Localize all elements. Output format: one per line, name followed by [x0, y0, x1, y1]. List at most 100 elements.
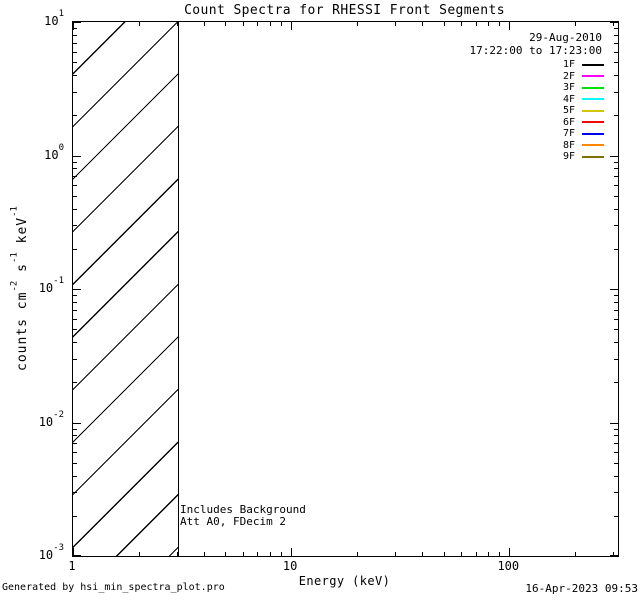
y-minor-tick	[73, 515, 77, 517]
y-minor-tick	[73, 382, 77, 384]
legend-entry-1f: 1F	[563, 59, 604, 71]
x-minor-tick	[356, 22, 358, 26]
legend-entry-label: 8F	[562, 139, 575, 151]
y-minor-tick	[614, 428, 618, 430]
legend-entry-label: 5F	[562, 105, 575, 117]
y-minor-tick	[614, 318, 618, 320]
y-minor-tick	[614, 176, 618, 178]
y-minor-tick	[73, 176, 77, 178]
footer-generator-note: Generated by hsi_min_spectra_plot.pro	[2, 582, 225, 593]
y-tick-label: 100	[44, 142, 64, 162]
y-minor-tick	[614, 301, 618, 303]
x-major-tick	[509, 548, 511, 556]
x-minor-tick	[270, 552, 271, 556]
x-minor-tick	[395, 22, 397, 26]
x-minor-tick	[257, 552, 259, 556]
y-minor-tick	[614, 358, 618, 360]
x-major-tick	[73, 548, 74, 556]
legend-entry-4f: 4F	[563, 94, 604, 106]
footer-timestamp: 16-Apr-2023 09:53	[525, 582, 638, 595]
x-major-tick	[73, 22, 74, 30]
x-major-tick	[291, 22, 293, 30]
x-minor-tick	[242, 22, 244, 26]
y-minor-tick	[73, 462, 77, 464]
x-minor-tick	[613, 552, 615, 556]
x-minor-tick	[177, 552, 179, 556]
legend-color-line	[582, 121, 604, 124]
x-minor-tick	[242, 552, 244, 556]
x-minor-tick	[613, 22, 615, 26]
x-minor-tick	[488, 22, 490, 26]
legend-entry-2f: 2F	[563, 71, 604, 83]
y-minor-tick	[614, 208, 618, 210]
y-minor-tick	[614, 515, 618, 517]
legend-entry-label: 6F	[562, 116, 575, 128]
y-minor-tick	[614, 382, 618, 384]
y-minor-tick	[614, 75, 618, 77]
plot-area: Includes Background Att A0, FDecim 2	[72, 21, 619, 557]
y-minor-tick	[73, 34, 77, 36]
x-tick-label: 10	[282, 559, 298, 573]
y-minor-tick	[73, 51, 77, 53]
y-major-tick	[610, 22, 618, 23]
y-tick-label: 10-3	[38, 543, 64, 562]
y-minor-tick	[73, 358, 77, 360]
y-minor-tick	[614, 34, 618, 36]
y-minor-tick	[73, 443, 77, 445]
y-major-tick	[610, 555, 618, 556]
y-minor-tick	[73, 168, 77, 170]
y-minor-tick	[73, 428, 77, 430]
y-minor-tick	[73, 225, 77, 227]
annotation-includes-background: Includes Background	[180, 503, 306, 516]
legend-color-line	[582, 63, 604, 66]
x-minor-tick	[443, 22, 445, 26]
y-minor-tick	[614, 248, 618, 250]
y-minor-tick	[73, 329, 77, 331]
y-minor-tick	[614, 51, 618, 53]
legend-color-line	[582, 98, 604, 101]
x-minor-tick	[281, 552, 283, 556]
x-minor-tick	[443, 552, 445, 556]
x-minor-tick	[204, 22, 206, 26]
y-minor-tick	[614, 185, 618, 187]
legend-entry-7f: 7F	[563, 128, 604, 140]
y-minor-tick	[73, 309, 77, 311]
x-minor-tick	[270, 22, 271, 26]
x-minor-tick	[395, 552, 397, 556]
legend-entry-label: 3F	[562, 82, 575, 94]
x-minor-tick	[225, 22, 227, 26]
legend-color-line	[582, 155, 604, 158]
x-minor-tick	[422, 22, 424, 26]
y-minor-tick	[73, 161, 77, 163]
y-minor-tick	[614, 295, 618, 297]
legend-entry-label: 4F	[562, 93, 575, 105]
plot-annotations: Includes Background Att A0, FDecim 2	[180, 504, 306, 527]
y-tick-label: 10-2	[38, 409, 64, 429]
y-minor-tick	[614, 42, 618, 44]
y-minor-tick	[614, 475, 618, 477]
y-minor-tick	[73, 301, 77, 303]
x-minor-tick	[177, 22, 179, 26]
y-minor-tick	[73, 492, 77, 494]
y-minor-tick	[614, 329, 618, 331]
x-minor-tick	[257, 22, 259, 26]
x-minor-tick	[499, 552, 501, 556]
legend-color-line	[582, 132, 604, 135]
y-minor-tick	[614, 161, 618, 163]
y-minor-tick	[73, 28, 77, 30]
y-minor-tick	[614, 462, 618, 464]
x-minor-tick	[204, 552, 206, 556]
y-minor-tick	[614, 91, 618, 93]
y-minor-tick	[73, 195, 77, 197]
legend-color-line	[582, 75, 604, 78]
x-minor-tick	[460, 22, 462, 26]
x-minor-tick	[281, 22, 283, 26]
x-minor-tick	[475, 22, 477, 26]
x-major-tick	[509, 22, 511, 30]
y-minor-tick	[614, 168, 618, 170]
y-minor-tick	[73, 452, 77, 454]
y-minor-tick	[614, 28, 618, 30]
legend-color-line	[582, 109, 604, 112]
x-axis-label: Energy (keV)	[298, 574, 391, 588]
legend: 1F 2F 3F 4F 5F 6F 7F 8F 9F	[563, 59, 604, 163]
